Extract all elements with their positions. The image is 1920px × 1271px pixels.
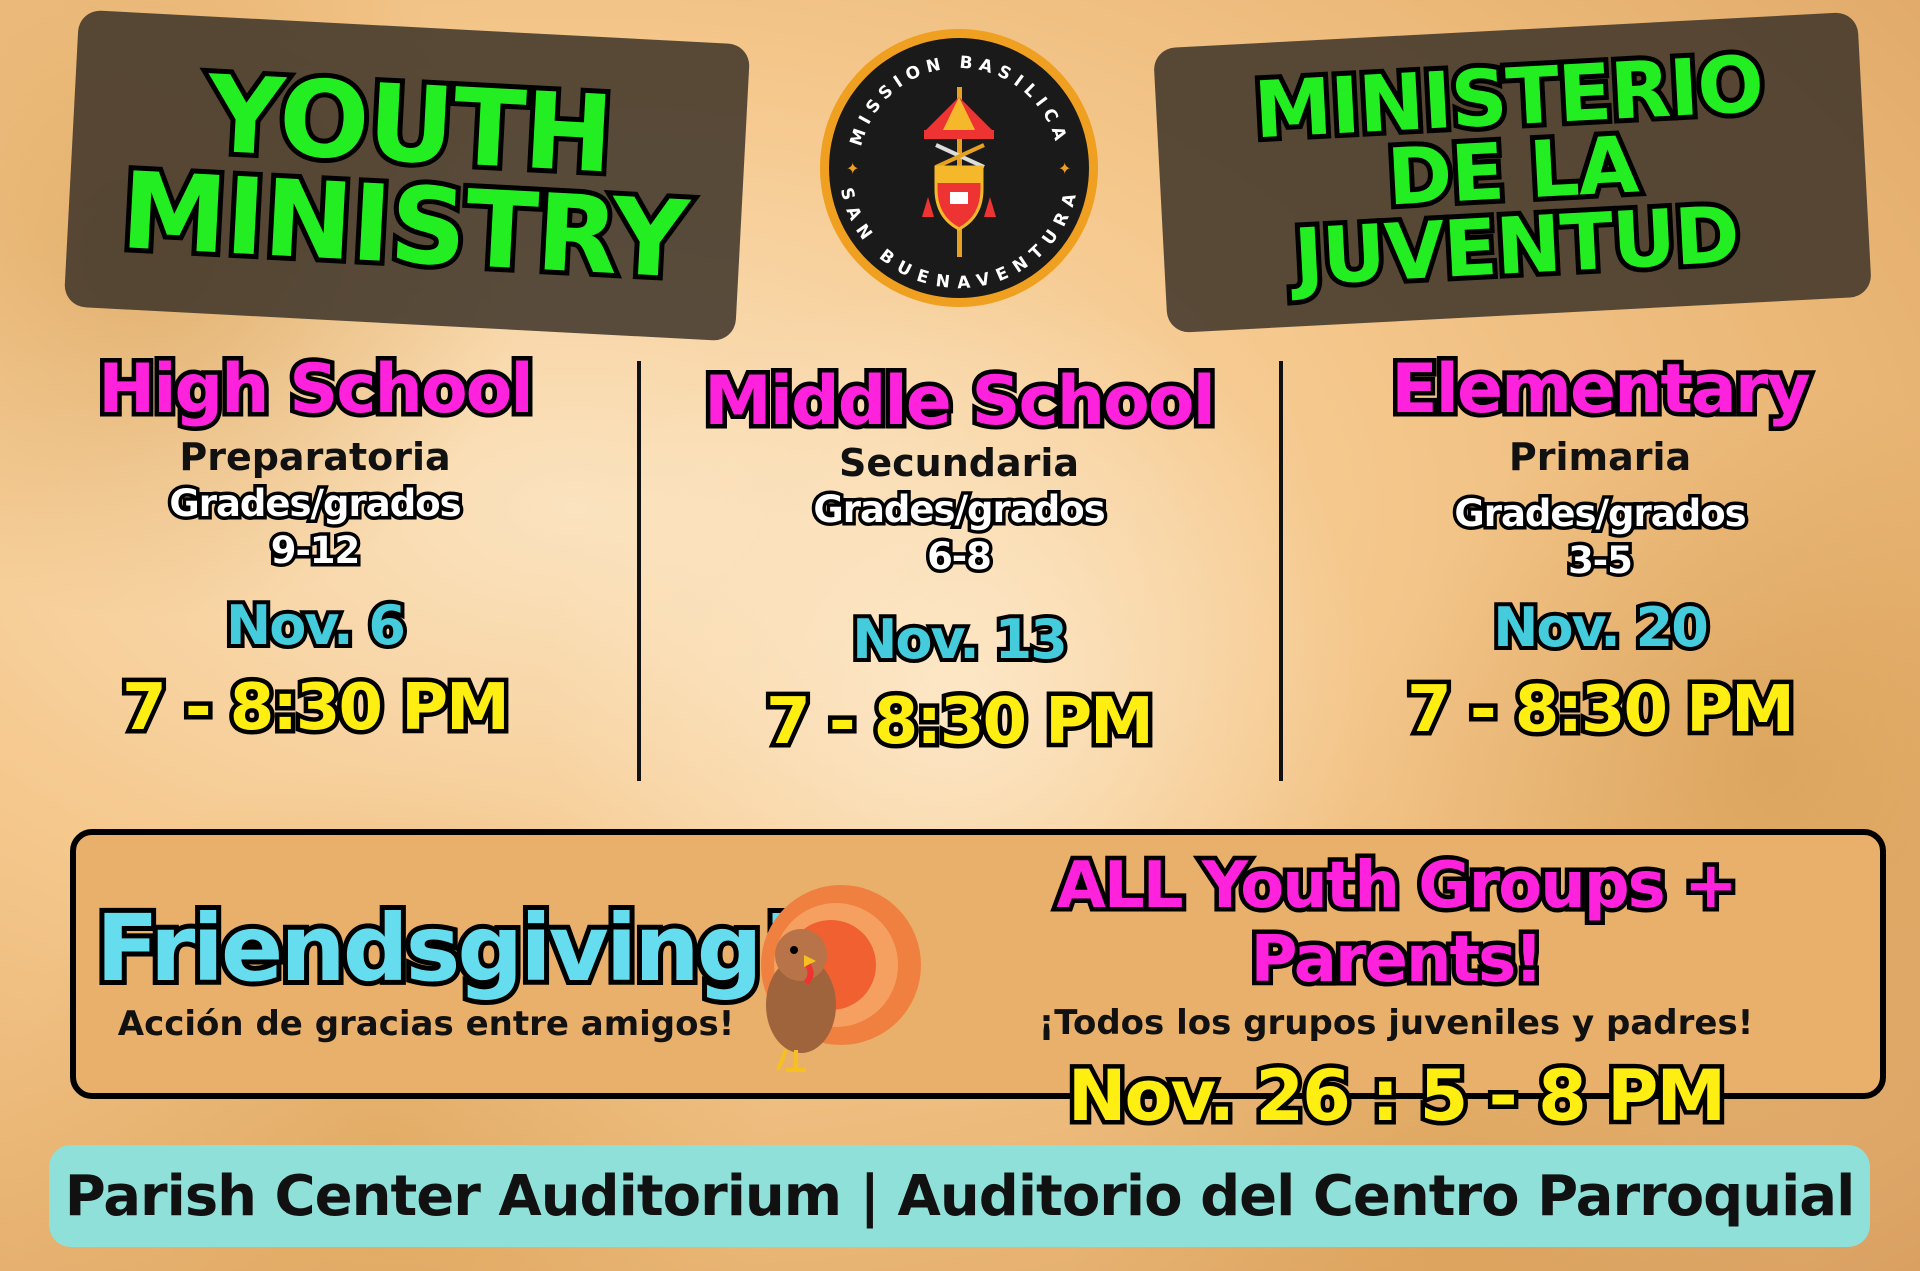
event-title: Friendsgiving! (91, 890, 807, 1007)
group-level-spanish: Secundaria (838, 441, 1080, 485)
youth-ministry-title: YOUTH MINISTRY (113, 47, 695, 306)
ministerio-juventud-title: MINISTERIO DE LA JUVENTUD (1247, 35, 1773, 308)
event-audience: ALL Youth Groups + Parents! (1052, 845, 1742, 1002)
location-text: Parish Center Auditorium | Auditorio del… (64, 1163, 1856, 1229)
grades-range: 9-12 (267, 526, 364, 575)
grades-range: 6-8 (924, 532, 996, 581)
group-time: 7 - 8:30 PM (1403, 669, 1800, 752)
group-level-spanish: Preparatoria (179, 435, 451, 479)
group-date: Nov. 6 (222, 590, 410, 661)
group-time: 7 - 8:30 PM (762, 681, 1159, 764)
coat-of-arms-icon (922, 87, 996, 257)
turkey-icon (761, 885, 921, 1072)
group-level-spanish: Primaria (1508, 435, 1692, 479)
group-high-school: High School Preparatoria Grades/grados 9… (15, 346, 615, 750)
group-level: High School (94, 346, 538, 434)
group-level: Elementary (1387, 346, 1816, 434)
group-date: Nov. 13 (848, 604, 1072, 675)
group-time: 7 - 8:30 PM (118, 667, 515, 750)
grades-label: Grades/grados (1451, 489, 1750, 538)
svg-text:✦: ✦ (846, 159, 859, 178)
group-level: Middle School (700, 358, 1221, 446)
group-middle-school: Middle School Secundaria Grades/grados 6… (659, 358, 1259, 764)
friendsgiving-banner: Friendsgiving! Acción de gracias entre a… (70, 829, 1886, 1142)
column-divider (637, 361, 641, 781)
ministerio-juventud-title-box: MINISTERIO DE LA JUVENTUD (1153, 11, 1872, 334)
column-divider (1279, 361, 1283, 781)
grades-range: 3-5 (1565, 536, 1637, 585)
event-date-time: Nov. 26 : 5 - 8 PM (1063, 1051, 1730, 1142)
mission-basilica-logo: MISSION BASILICA SAN BUENAVENTURA ✦ ✦ (820, 29, 1098, 307)
grades-label: Grades/grados (166, 479, 465, 528)
location-footer: Parish Center Auditorium | Auditorio del… (49, 1145, 1870, 1247)
event-audience-spanish: ¡Todos los grupos juveniles y padres! (1038, 1003, 1754, 1043)
event-subtitle: Acción de gracias entre amigos! (117, 1004, 735, 1044)
title-line: JUVENTUD (1287, 185, 1746, 308)
grades-label: Grades/grados (810, 485, 1109, 534)
youth-ministry-title-box: YOUTH MINISTRY (63, 9, 751, 342)
group-elementary: Elementary Primaria Grades/grados 3-5 No… (1300, 346, 1900, 752)
svg-text:✦: ✦ (1058, 159, 1071, 178)
group-date: Nov. 20 (1489, 592, 1713, 663)
title-line: MINISTRY (113, 144, 695, 306)
